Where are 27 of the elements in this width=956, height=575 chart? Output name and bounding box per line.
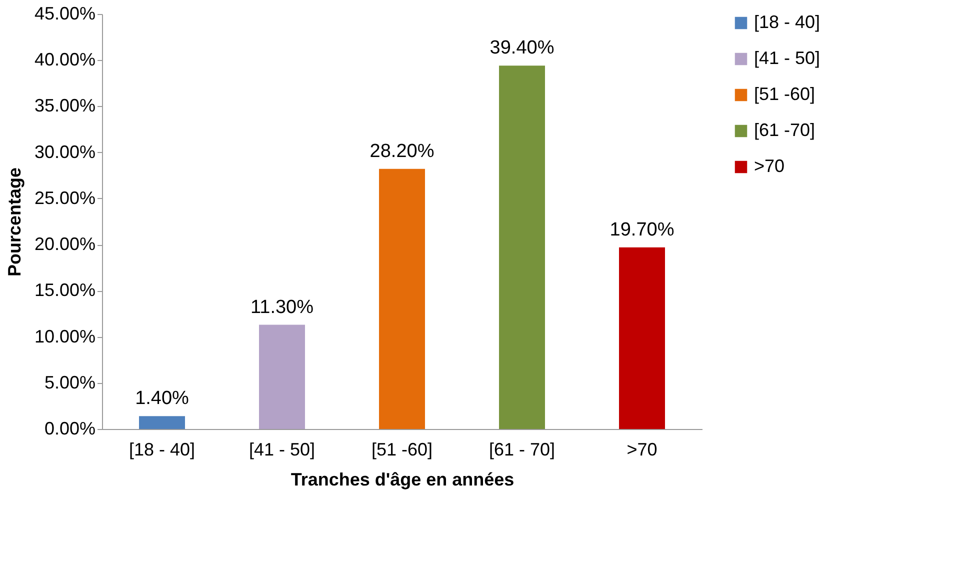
x-tick-label: [61 - 70] xyxy=(488,440,556,460)
data-label: 1.40% xyxy=(135,388,190,410)
x-tick-label: [41 - 50] xyxy=(248,440,316,460)
legend-label: [61 -70] xyxy=(754,120,816,140)
data-label: 28.20% xyxy=(370,140,434,162)
y-tick-label: 10.00% xyxy=(34,326,96,346)
x-tick-label: [51 -60] xyxy=(371,440,433,460)
data-label: 39.40% xyxy=(490,38,554,59)
x-tick-label: [18 - 40] xyxy=(128,440,196,460)
y-tick-label: 5.00% xyxy=(44,372,96,392)
legend-label: [51 -60] xyxy=(754,84,816,104)
y-tick-label: 45.00% xyxy=(34,4,96,24)
data-label: 11.30% xyxy=(250,296,314,318)
legend-label: [18 - 40] xyxy=(754,12,820,32)
x-tick-label: >70 xyxy=(626,440,658,460)
y-tick-label: 25.00% xyxy=(34,188,96,208)
y-tick-label: 35.00% xyxy=(34,96,96,116)
y-tick-label: 20.00% xyxy=(34,234,96,254)
data-label: 19.70% xyxy=(610,219,674,240)
y-axis-title: Pourcentage xyxy=(4,167,24,277)
legend-label: [41 - 50] xyxy=(754,48,820,68)
y-tick-label: 0.00% xyxy=(44,418,96,438)
legend-label: >70 xyxy=(754,156,785,176)
y-tick-label: 30.00% xyxy=(34,142,96,162)
y-tick-label: 15.00% xyxy=(34,280,96,300)
x-axis-title: Tranches d'âge en années xyxy=(290,470,514,490)
y-tick-label: 40.00% xyxy=(34,50,96,70)
